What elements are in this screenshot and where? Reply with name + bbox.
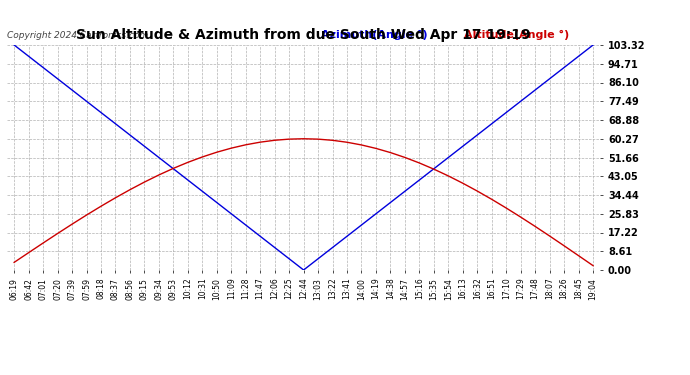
Text: Azimuth(Angle °): Azimuth(Angle °)	[322, 30, 428, 40]
Text: Copyright 2024 Cartronics.com: Copyright 2024 Cartronics.com	[7, 32, 148, 40]
Text: Altitude(Angle °): Altitude(Angle °)	[464, 30, 569, 40]
Title: Sun Altitude & Azimuth from due South Wed Apr 17 19:19: Sun Altitude & Azimuth from due South We…	[77, 28, 531, 42]
